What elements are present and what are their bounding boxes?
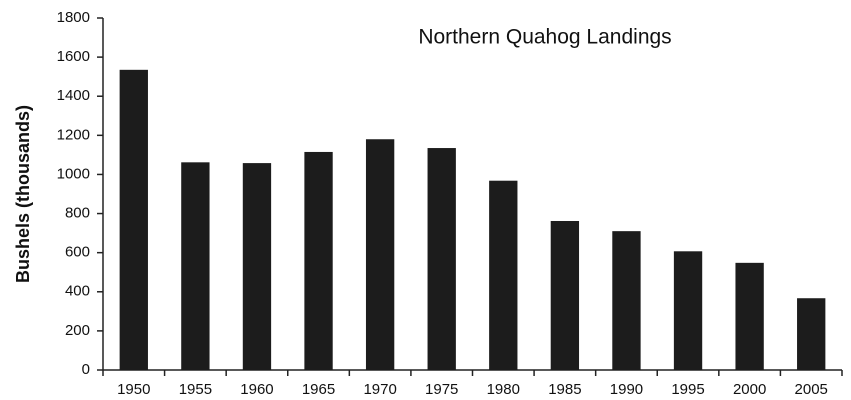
y-tick-label: 200 (65, 322, 90, 339)
bar (181, 162, 210, 370)
y-tick-label: 1200 (57, 126, 90, 143)
y-tick-label: 1800 (57, 9, 90, 26)
x-tick-label: 1965 (302, 381, 335, 398)
y-tick-label: 1600 (57, 48, 90, 65)
bar (673, 251, 703, 370)
x-tick-label: 1950 (117, 381, 150, 398)
y-tick-label: 400 (65, 283, 90, 300)
bar (365, 139, 395, 370)
x-tick-label: 1995 (671, 381, 704, 398)
bar (489, 180, 518, 370)
x-tick-label: 2000 (733, 381, 766, 398)
bar (304, 151, 333, 370)
x-tick-label: 1985 (548, 381, 581, 398)
bar (427, 148, 456, 370)
bar (242, 163, 272, 370)
x-tick-label: 1990 (610, 381, 643, 398)
bar (550, 220, 580, 370)
bar (735, 262, 764, 370)
bar (612, 231, 641, 370)
x-tick-label: 1975 (425, 381, 458, 398)
bar (119, 69, 148, 371)
chart-title: Northern Quahog Landings (418, 26, 671, 49)
y-tick-label: 0 (82, 361, 90, 378)
x-tick-label: 1980 (487, 381, 520, 398)
y-axis-label: Bushels (thousands) (13, 105, 33, 283)
x-tick-label: 1955 (179, 381, 212, 398)
bar (797, 298, 826, 370)
x-tick-label: 1970 (363, 381, 396, 398)
x-tick-label: 1960 (240, 381, 273, 398)
x-tick-label: 2005 (795, 381, 828, 398)
y-tick-label: 600 (65, 244, 90, 261)
y-tick-label: 800 (65, 205, 90, 222)
y-tick-label: 1400 (57, 87, 90, 104)
y-tick-label: 1000 (57, 165, 90, 182)
